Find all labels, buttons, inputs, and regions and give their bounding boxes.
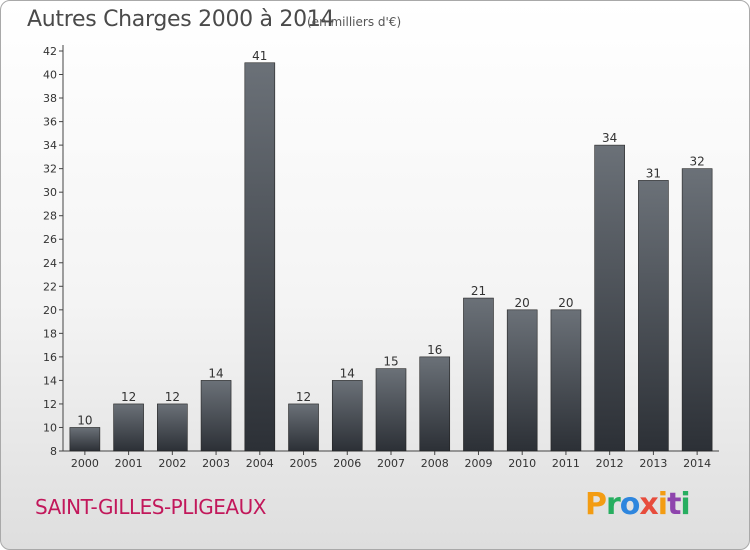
value-label-2000: 10	[77, 413, 92, 427]
bar-2001	[113, 403, 144, 452]
y-tick-label: 34	[43, 139, 57, 152]
value-label-2007: 15	[383, 355, 398, 369]
bar-2013	[638, 180, 669, 452]
y-tick-label: 8	[50, 445, 57, 458]
y-tick-label: 14	[43, 374, 57, 387]
value-label-2009: 21	[471, 284, 486, 298]
y-tick-label: 10	[43, 421, 57, 434]
value-label-2005: 12	[296, 390, 311, 404]
y-tick-label: 40	[43, 69, 57, 82]
value-label-2008: 16	[427, 343, 442, 357]
x-tick-label: 2009	[464, 457, 492, 470]
value-label-2003: 14	[208, 366, 223, 380]
x-tick-label: 2011	[552, 457, 580, 470]
x-tick-label: 2002	[158, 457, 186, 470]
value-label-2002: 12	[165, 390, 180, 404]
y-tick-label: 30	[43, 186, 57, 199]
chart-subtitle: (en milliers d'€)	[307, 15, 402, 29]
y-tick-label: 32	[43, 163, 57, 176]
bar-2005	[288, 403, 319, 452]
chart-title: Autres Charges 2000 à 2014	[27, 7, 335, 32]
place-name: SAINT-GILLES-PLIGEAUX	[35, 495, 266, 519]
bar-2003	[200, 380, 232, 452]
bar-2010	[506, 309, 538, 452]
bar-2008	[419, 356, 451, 452]
value-label-2013: 31	[646, 166, 661, 180]
value-label-2011: 20	[558, 296, 573, 310]
logo-letter: t	[667, 487, 681, 522]
y-tick-label: 20	[43, 304, 57, 317]
x-tick-label: 2005	[290, 457, 318, 470]
bar-2007	[375, 368, 407, 452]
bar-2000	[69, 427, 101, 452]
y-tick-label: 36	[43, 116, 57, 129]
y-tick-label: 24	[43, 257, 57, 270]
value-label-2001: 12	[121, 390, 136, 404]
y-tick-label: 16	[43, 351, 57, 364]
x-tick-label: 2007	[377, 457, 405, 470]
bar-2006	[331, 380, 363, 452]
chart-value-labels: 10 12 12 14 41 12 14 15 16 21 20 20 34 31 32	[77, 49, 705, 428]
logo-letter: i	[657, 487, 668, 522]
y-tick-label: 12	[43, 398, 57, 411]
x-tick-label: 2008	[421, 457, 449, 470]
chart-bars	[69, 62, 713, 452]
value-label-2006: 14	[340, 366, 355, 380]
x-tick-label: 2013	[639, 457, 667, 470]
bar-2004	[244, 62, 276, 452]
x-tick-label: 2014	[683, 457, 711, 470]
y-tick-label: 18	[43, 327, 57, 340]
x-tick-label: 2010	[508, 457, 536, 470]
y-tick-label: 22	[43, 280, 57, 293]
logo-letter: P	[585, 487, 607, 522]
x-tick-label: 2001	[115, 457, 143, 470]
x-tick-label: 2004	[246, 457, 274, 470]
value-label-2014: 32	[689, 155, 704, 169]
y-tick-label: 38	[43, 92, 57, 105]
logo-letter: o	[619, 487, 641, 522]
x-tick-label: 2003	[202, 457, 230, 470]
y-tick-label: 26	[43, 233, 57, 246]
value-label-2010: 20	[515, 296, 530, 310]
x-tick-label: 2012	[596, 457, 624, 470]
bar-2002	[157, 403, 188, 452]
bar-2011	[550, 309, 582, 452]
logo-letter: x	[639, 487, 658, 522]
x-tick-label: 2000	[71, 457, 99, 470]
proxiti-logo: Proxiti	[585, 487, 691, 522]
chart-axes: 8 10 12 14 16 18 20 22 24 26 28 30 32 34 36 38 40 42 2000 2…	[43, 45, 719, 470]
bar-2009	[463, 297, 494, 452]
x-tick-label: 2006	[333, 457, 361, 470]
value-label-2012: 34	[602, 131, 617, 145]
logo-letter: i	[680, 487, 690, 522]
logo-letter: r	[606, 487, 621, 522]
y-tick-label: 42	[43, 45, 57, 58]
y-tick-label: 28	[43, 210, 57, 223]
value-label-2004: 41	[252, 49, 267, 63]
bar-2014	[681, 168, 713, 452]
bar-2012	[594, 144, 625, 452]
